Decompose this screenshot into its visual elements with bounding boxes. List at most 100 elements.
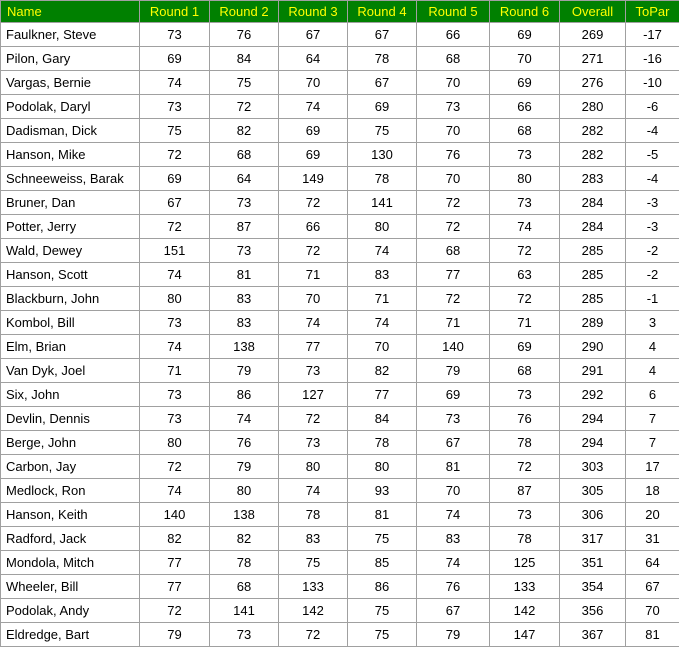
column-header-overall[interactable]: Overall [560, 1, 626, 23]
cell-round-1: 72 [140, 143, 210, 167]
column-header-round-6[interactable]: Round 6 [490, 1, 560, 23]
cell-round-6: 125 [490, 551, 560, 575]
cell-name: Blackburn, John [1, 287, 140, 311]
cell-overall: 303 [560, 455, 626, 479]
column-header-name[interactable]: Name [1, 1, 140, 23]
cell-round-1: 74 [140, 71, 210, 95]
cell-round-5: 69 [417, 383, 490, 407]
cell-round-3: 69 [279, 119, 348, 143]
cell-round-5: 79 [417, 359, 490, 383]
cell-round-5: 74 [417, 503, 490, 527]
cell-round-2: 73 [210, 191, 279, 215]
cell-name: Carbon, Jay [1, 455, 140, 479]
cell-topar: 64 [626, 551, 679, 575]
cell-name: Wheeler, Bill [1, 575, 140, 599]
cell-name: Kombol, Bill [1, 311, 140, 335]
cell-round-6: 63 [490, 263, 560, 287]
column-header-topar[interactable]: ToPar [626, 1, 679, 23]
cell-round-5: 73 [417, 95, 490, 119]
cell-round-4: 67 [348, 23, 417, 47]
cell-round-3: 72 [279, 239, 348, 263]
cell-round-5: 83 [417, 527, 490, 551]
cell-round-6: 76 [490, 407, 560, 431]
cell-round-6: 73 [490, 191, 560, 215]
cell-round-3: 67 [279, 23, 348, 47]
cell-round-3: 149 [279, 167, 348, 191]
cell-round-3: 70 [279, 287, 348, 311]
cell-round-4: 78 [348, 167, 417, 191]
column-header-round-3[interactable]: Round 3 [279, 1, 348, 23]
cell-round-6: 147 [490, 623, 560, 647]
cell-name: Podolak, Andy [1, 599, 140, 623]
cell-overall: 285 [560, 239, 626, 263]
cell-round-4: 78 [348, 47, 417, 71]
cell-round-5: 67 [417, 599, 490, 623]
cell-round-4: 74 [348, 239, 417, 263]
cell-topar: 17 [626, 455, 679, 479]
cell-round-6: 72 [490, 455, 560, 479]
cell-round-4: 82 [348, 359, 417, 383]
cell-overall: 282 [560, 119, 626, 143]
cell-overall: 271 [560, 47, 626, 71]
cell-round-5: 76 [417, 575, 490, 599]
cell-round-6: 78 [490, 527, 560, 551]
cell-name: Elm, Brian [1, 335, 140, 359]
cell-round-6: 74 [490, 215, 560, 239]
cell-round-5: 81 [417, 455, 490, 479]
cell-overall: 283 [560, 167, 626, 191]
cell-round-4: 80 [348, 215, 417, 239]
cell-round-5: 72 [417, 191, 490, 215]
cell-round-3: 74 [279, 95, 348, 119]
cell-round-5: 72 [417, 287, 490, 311]
cell-round-1: 151 [140, 239, 210, 263]
cell-round-1: 140 [140, 503, 210, 527]
cell-round-3: 66 [279, 215, 348, 239]
cell-round-3: 74 [279, 479, 348, 503]
cell-round-6: 142 [490, 599, 560, 623]
cell-round-3: 72 [279, 191, 348, 215]
column-header-round-2[interactable]: Round 2 [210, 1, 279, 23]
cell-round-4: 74 [348, 311, 417, 335]
cell-round-3: 83 [279, 527, 348, 551]
cell-round-1: 69 [140, 47, 210, 71]
cell-round-6: 73 [490, 143, 560, 167]
cell-round-6: 133 [490, 575, 560, 599]
cell-round-1: 72 [140, 455, 210, 479]
cell-round-2: 80 [210, 479, 279, 503]
cell-topar: -4 [626, 167, 679, 191]
cell-name: Devlin, Dennis [1, 407, 140, 431]
cell-round-1: 73 [140, 407, 210, 431]
cell-round-1: 77 [140, 551, 210, 575]
cell-round-4: 93 [348, 479, 417, 503]
cell-round-2: 76 [210, 23, 279, 47]
cell-round-1: 80 [140, 287, 210, 311]
cell-round-3: 80 [279, 455, 348, 479]
column-header-round-5[interactable]: Round 5 [417, 1, 490, 23]
cell-name: Pilon, Gary [1, 47, 140, 71]
cell-round-5: 72 [417, 215, 490, 239]
column-header-round-1[interactable]: Round 1 [140, 1, 210, 23]
header-row: Name Round 1 Round 2 Round 3 Round 4 Rou… [1, 1, 679, 23]
cell-topar: 20 [626, 503, 679, 527]
cell-topar: 7 [626, 431, 679, 455]
cell-name: Six, John [1, 383, 140, 407]
cell-round-4: 71 [348, 287, 417, 311]
cell-topar: -10 [626, 71, 679, 95]
cell-round-2: 74 [210, 407, 279, 431]
cell-round-3: 127 [279, 383, 348, 407]
cell-round-5: 79 [417, 623, 490, 647]
cell-round-4: 70 [348, 335, 417, 359]
cell-round-2: 84 [210, 47, 279, 71]
cell-topar: -3 [626, 191, 679, 215]
cell-round-1: 74 [140, 335, 210, 359]
cell-round-1: 74 [140, 479, 210, 503]
cell-name: Schneeweiss, Barak [1, 167, 140, 191]
column-header-round-4[interactable]: Round 4 [348, 1, 417, 23]
cell-name: Van Dyk, Joel [1, 359, 140, 383]
